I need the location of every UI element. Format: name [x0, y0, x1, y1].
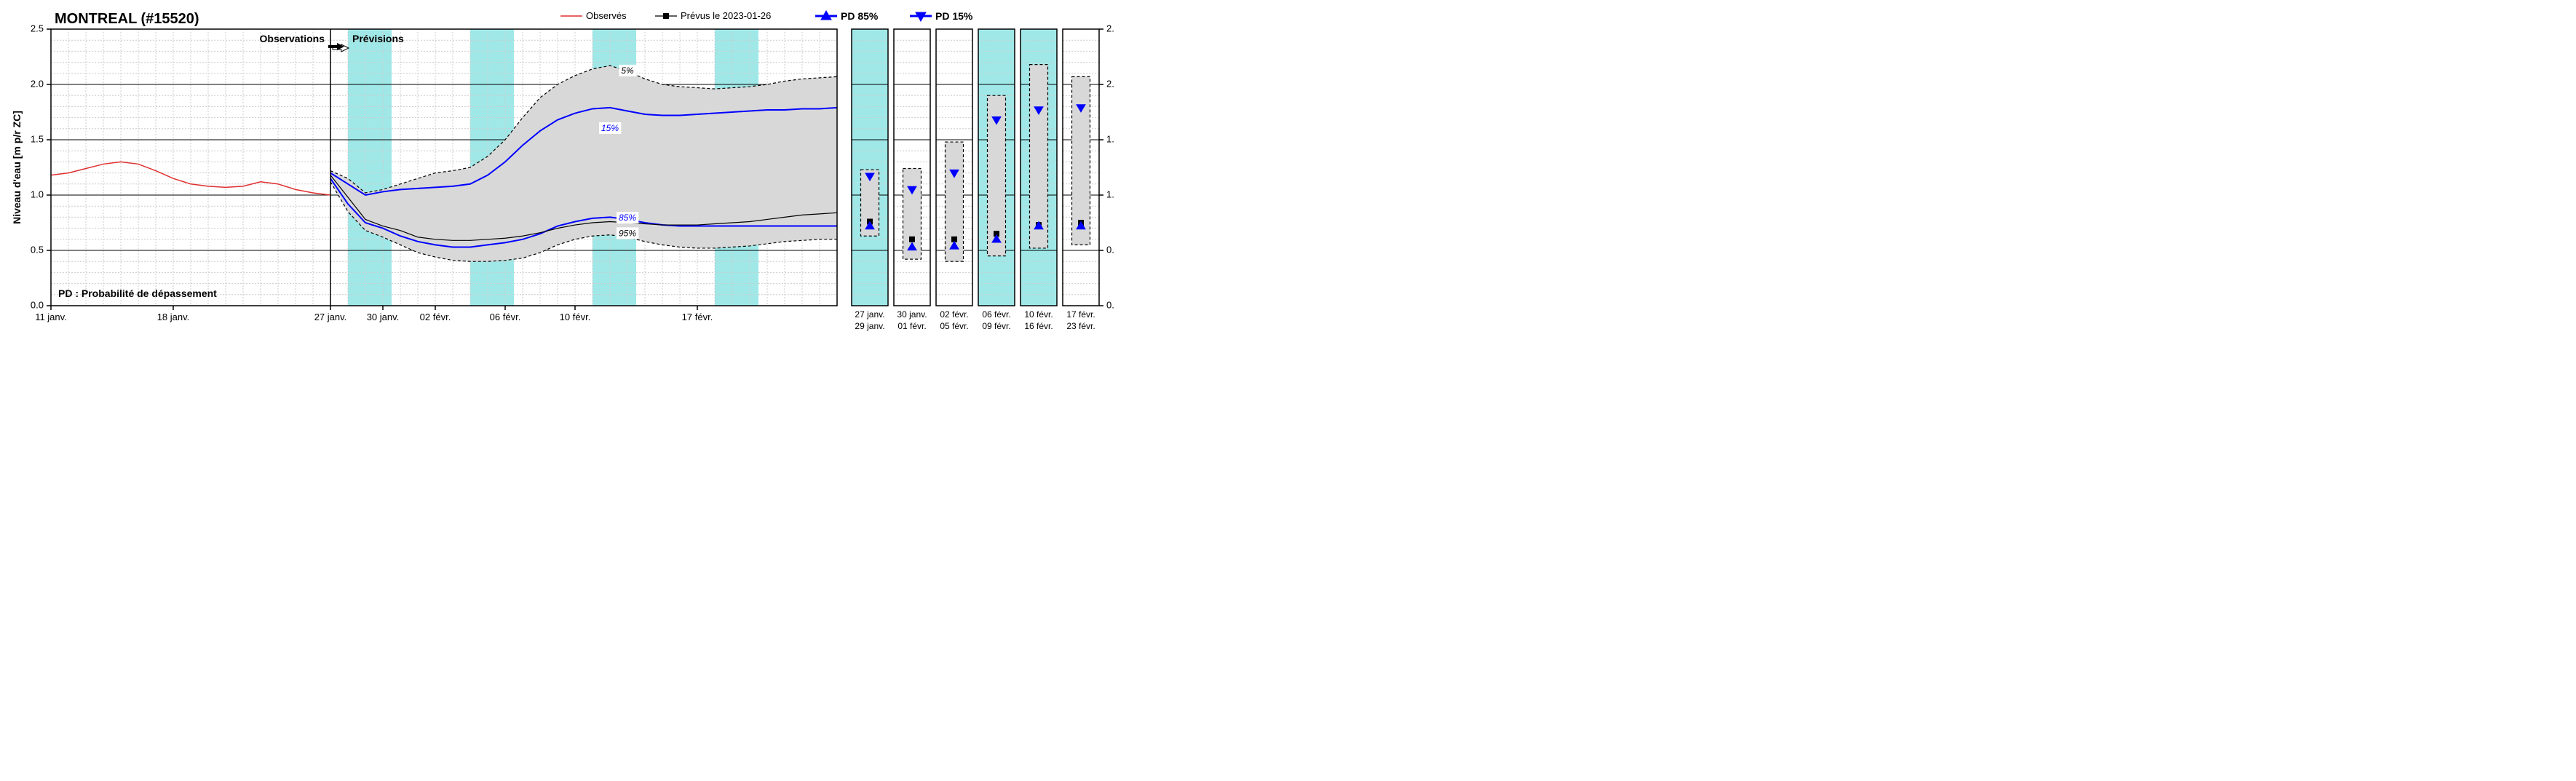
xtick-label: 18 janv.: [157, 312, 190, 322]
main-plot: 5% 15% 85% 95% Observations Prévisions PD : Pr…: [31, 23, 837, 322]
panel-label-bot: 05 févr.: [940, 321, 968, 331]
panel-label-bot: 09 févr.: [982, 321, 1010, 331]
xtick-label: 17 févr.: [682, 312, 713, 322]
pct-label: 85%: [619, 213, 636, 223]
legend-prevus: Prévus le 2023-01-26: [681, 10, 771, 21]
summary-panel: 10 févr.16 févr.: [1021, 29, 1057, 331]
summary-panel: 17 févr.23 févr.: [1063, 29, 1099, 331]
legend-observes: Observés: [586, 10, 627, 21]
pct-label: 5%: [621, 66, 634, 76]
panel-label-top: 30 janv.: [897, 309, 927, 320]
ytick-label: 1.0: [31, 189, 44, 199]
legend-pd15: PD 15%: [935, 10, 973, 22]
panel-label-bot: 29 janv.: [855, 321, 884, 331]
ytick-label-right: 0.5: [1106, 244, 1114, 255]
xtick-label: 06 févr.: [490, 312, 521, 322]
obs-label: Observations: [260, 33, 325, 44]
ytick-label: 2.5: [31, 23, 44, 33]
ytick-label-right: 1.5: [1106, 133, 1114, 144]
weekend-band: [348, 29, 392, 306]
summary-panel: 27 janv.29 janv.: [852, 29, 888, 331]
legend-pd85: PD 85%: [841, 10, 879, 22]
ytick-label: 0.0: [31, 299, 44, 310]
median-marker: [909, 237, 915, 242]
panel-label-top: 10 févr.: [1024, 309, 1053, 320]
panel-label-bot: 16 févr.: [1024, 321, 1053, 331]
xtick-label: 27 janv.: [314, 312, 347, 322]
legend: Observés Prévus le 2023-01-26 PD 85% PD 15%: [560, 10, 973, 22]
xtick-label: 10 févr.: [560, 312, 591, 322]
panel-label-top: 17 févr.: [1066, 309, 1095, 320]
ytick-label: 2.0: [31, 78, 44, 89]
summary-panel: 02 févr.05 févr.: [936, 29, 972, 331]
summary-panel: 06 févr.09 févr.: [978, 29, 1015, 331]
pct-label: 15%: [601, 123, 619, 133]
xtick-label: 02 févr.: [420, 312, 451, 322]
panel-label-top: 06 févr.: [982, 309, 1010, 320]
chart-container: 5% 15% 85% 95% Observations Prévisions PD : Pr…: [7, 7, 1114, 342]
pd-note: PD : Probabilité de dépassement: [58, 288, 217, 299]
pct-label: 95%: [619, 228, 636, 238]
ytick-label: 0.5: [31, 244, 44, 255]
ytick-label-right: 0.0: [1106, 299, 1114, 310]
chart-svg: 5% 15% 85% 95% Observations Prévisions PD : Pr…: [7, 7, 1114, 342]
chart-title: MONTREAL (#15520): [55, 11, 199, 27]
panel-band: [1072, 76, 1090, 245]
ytick-label-right: 2.0: [1106, 78, 1114, 89]
ytick-label-right: 1.0: [1106, 189, 1114, 199]
panel-label-bot: 01 févr.: [897, 321, 926, 331]
ytick-label: 1.5: [31, 133, 44, 144]
panel-label-top: 27 janv.: [855, 309, 884, 320]
panel-label-top: 02 févr.: [940, 309, 968, 320]
panel-label-bot: 23 févr.: [1066, 321, 1095, 331]
xtick-label: 11 janv.: [35, 312, 67, 322]
xtick-label: 30 janv.: [367, 312, 400, 322]
summary-panel: 30 janv.01 févr.: [894, 29, 930, 331]
panel-band: [1030, 65, 1048, 248]
ytick-label-right: 2.5: [1106, 23, 1114, 33]
y-axis-label: Niveau d'eau [m p/r ZC]: [11, 111, 23, 224]
prev-label: Prévisions: [352, 33, 404, 44]
